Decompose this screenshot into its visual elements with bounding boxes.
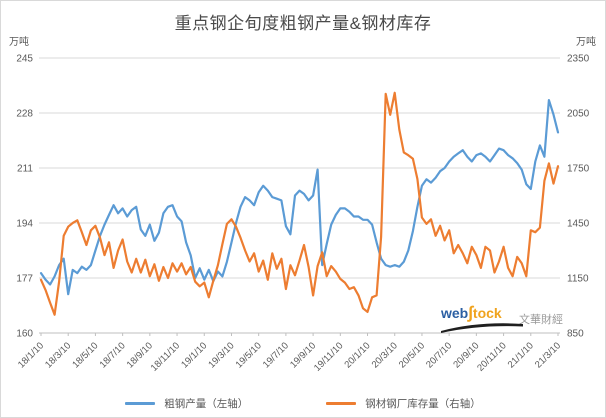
left-axis-tick-label: 160 [16, 329, 33, 340]
x-axis-tick-label: 18/3/10 [43, 340, 73, 370]
left-axis-tick-label: 194 [16, 219, 33, 230]
right-axis-unit-label: 万吨 [576, 37, 596, 48]
x-axis-tick-label: 20/11/10 [475, 340, 508, 373]
series-line-crude-steel-output [39, 98, 560, 296]
watermark-s-glyph: ∫ [468, 303, 473, 322]
x-axis-tick-label: 18/7/10 [98, 340, 128, 370]
x-axis-tick-label: 19/1/10 [179, 340, 209, 370]
series-line-steel-inventory [39, 91, 560, 316]
legend-label: 钢材钢厂库存量（右轴） [365, 398, 481, 410]
watermark-cn-text: 文華財經 [519, 314, 563, 326]
legend-swatch-orange-line [326, 402, 357, 405]
x-axis-tick-label: 20/5/10 [397, 340, 427, 370]
right-axis-tick-label: 2350 [567, 54, 590, 65]
x-axis-tick-label: 19/5/10 [234, 340, 264, 370]
chart-title: 重点钢企旬度粗钢产量&钢材库存 [174, 14, 432, 33]
x-axis-tick-label: 18/5/10 [70, 340, 100, 370]
x-axis-tick-label: 21/1/10 [506, 340, 536, 370]
legend-item-crude-steel-output: 粗钢产量（左轴） [125, 396, 248, 411]
right-axis-tick-label: 850 [567, 329, 584, 340]
x-axis-tick-label: 18/1/10 [16, 340, 46, 370]
watermark-tock-text: tock [472, 305, 502, 321]
right-axis-tick-label: 1450 [567, 219, 590, 230]
legend-swatch-blue-line [125, 402, 156, 405]
x-axis-tick-label: 20/1/10 [342, 340, 372, 370]
left-axis-unit-label: 万吨 [9, 37, 29, 48]
x-axis-tick-label: 20/7/10 [424, 340, 454, 370]
left-axis-tick-label: 228 [16, 109, 33, 120]
watermark-swoosh [441, 323, 523, 333]
legend-label: 粗钢产量（左轴） [164, 398, 249, 410]
right-axis-tick-label: 1750 [567, 164, 590, 175]
x-axis-tick-label: 19/11/10 [312, 340, 345, 373]
chart-legend: 粗钢产量（左轴） 钢材钢厂库存量（右轴） [1, 396, 605, 411]
x-axis-tick-label: 19/7/10 [261, 340, 291, 370]
left-axis-tick-label: 177 [16, 274, 33, 285]
watermark: web∫tock 文華財經 [441, 303, 563, 337]
left-axis-tick-label: 245 [16, 54, 33, 65]
legend-item-steel-inventory: 钢材钢厂库存量（右轴） [326, 396, 481, 411]
x-axis-tick-label: 21/3/10 [533, 340, 563, 370]
right-axis-tick-label: 2050 [567, 109, 590, 120]
watermark-logo: web∫tock [441, 303, 523, 333]
x-axis-tick-label: 19/3/10 [206, 340, 236, 370]
left-axis-tick-label: 211 [17, 164, 33, 175]
watermark-web-text: web [441, 305, 469, 321]
x-axis-tick-label: 20/3/10 [370, 340, 400, 370]
x-axis-tick-label: 18/11/10 [149, 340, 182, 373]
right-axis-tick-label: 1150 [567, 274, 589, 285]
